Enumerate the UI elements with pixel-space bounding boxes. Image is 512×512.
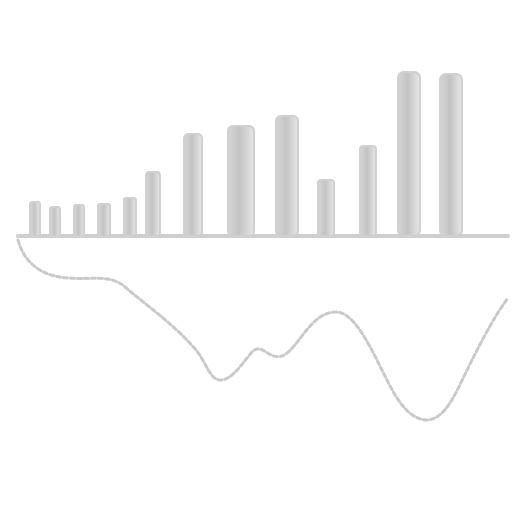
skyline-bar: [145, 171, 161, 237]
skyline-bar: [359, 145, 377, 237]
skyline-bar: [73, 204, 85, 237]
skyline-bar: [183, 133, 203, 237]
skyline-bar: [317, 179, 335, 237]
skyline-bar: [275, 115, 299, 237]
skyline-bar: [439, 73, 463, 237]
waveform-line: [16, 238, 510, 422]
skyline-bar: [29, 201, 41, 237]
skyline-bar: [123, 197, 137, 237]
skyline-bar: [97, 203, 111, 237]
skyline-bar: [227, 125, 255, 237]
skyline-bar: [397, 71, 421, 237]
skyline-bar: [49, 206, 61, 237]
skyline-bars: [29, 71, 463, 237]
